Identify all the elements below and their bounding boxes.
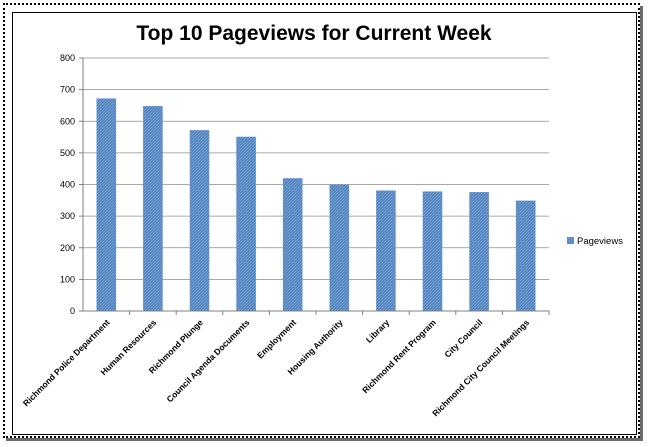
y-tick-label: 100	[60, 274, 75, 284]
x-category-label: Employment	[255, 317, 298, 360]
legend-label: Pageviews	[577, 236, 623, 247]
bar	[282, 178, 303, 311]
bar	[96, 98, 117, 311]
bar	[469, 192, 489, 311]
y-tick-label: 200	[60, 243, 75, 253]
chart-title: Top 10 Pageviews for Current Week	[136, 22, 491, 45]
y-tick-label: 0	[70, 306, 75, 316]
bar	[515, 200, 536, 311]
bar	[422, 191, 443, 311]
bar	[236, 136, 256, 311]
y-tick-label: 400	[60, 180, 75, 190]
y-axis-ticks: 0 100 200 300 400 500 600 700 800	[60, 53, 83, 316]
x-category-label: Richmond Police Department	[21, 317, 112, 408]
bar	[189, 130, 210, 311]
bar	[329, 184, 350, 311]
y-tick-label: 800	[60, 53, 75, 63]
x-category-label: Library	[364, 317, 392, 345]
bar	[143, 106, 163, 311]
x-category-label: City Council	[442, 317, 484, 359]
y-tick-label: 600	[60, 116, 75, 126]
y-tick-label: 700	[60, 85, 75, 95]
x-category-label: Richmond City Council Meetings	[430, 317, 531, 418]
y-tick-label: 500	[60, 148, 75, 158]
bar	[376, 190, 396, 311]
bars	[96, 98, 536, 311]
legend: Pageviews	[567, 236, 623, 247]
y-tick-label: 300	[60, 211, 75, 221]
chart-inner-frame	[12, 12, 637, 435]
x-category-label: Council Agenda Documents	[165, 317, 252, 404]
legend-swatch	[567, 237, 574, 244]
